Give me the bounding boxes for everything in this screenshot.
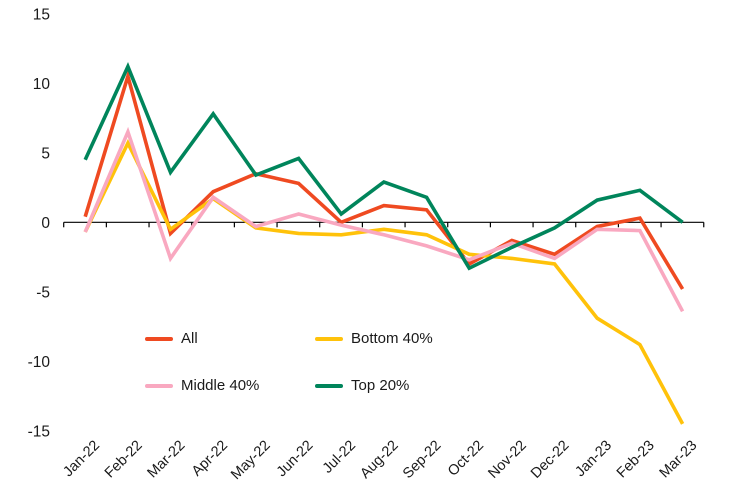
x-axis-tick-label: Feb-22 (102, 438, 146, 482)
y-axis-tick-label: 5 (41, 145, 50, 162)
x-axis-tick-label: Jan-23 (572, 438, 615, 481)
y-axis-tick-label: 0 (41, 215, 50, 232)
x-axis-tick-label: Oct-22 (445, 438, 487, 480)
x-axis-tick-label: Mar-23 (657, 438, 701, 482)
x-axis-tick-label: Jan-22 (60, 438, 103, 481)
y-axis-tick-label: -5 (36, 284, 50, 301)
series-line-top-20- (83, 62, 684, 271)
y-axis-tick-label: 15 (33, 6, 50, 23)
x-axis-tick-label: May-22 (228, 438, 274, 484)
x-axis-tick-label: Dec-22 (528, 438, 572, 482)
x-axis-tick-label: Aug-22 (357, 438, 401, 482)
y-axis-tick-label: -10 (28, 354, 51, 371)
x-axis-tick-label: Mar-22 (145, 438, 189, 482)
x-axis-tick-label: Feb-23 (614, 438, 658, 482)
x-axis-tick-label: Apr-22 (189, 438, 231, 480)
x-axis-tick-label: Jun-22 (274, 438, 317, 481)
x-axis-tick-label: Nov-22 (485, 438, 529, 482)
series-line-middle-40- (83, 126, 685, 313)
y-axis-tick-label: -15 (28, 423, 50, 440)
x-axis-tick-label: Sep-22 (400, 438, 444, 482)
x-axis-tick-label: Jul-22 (320, 438, 359, 477)
y-axis-tick-label: 10 (33, 76, 51, 93)
series-line-bottom-40- (83, 138, 685, 425)
